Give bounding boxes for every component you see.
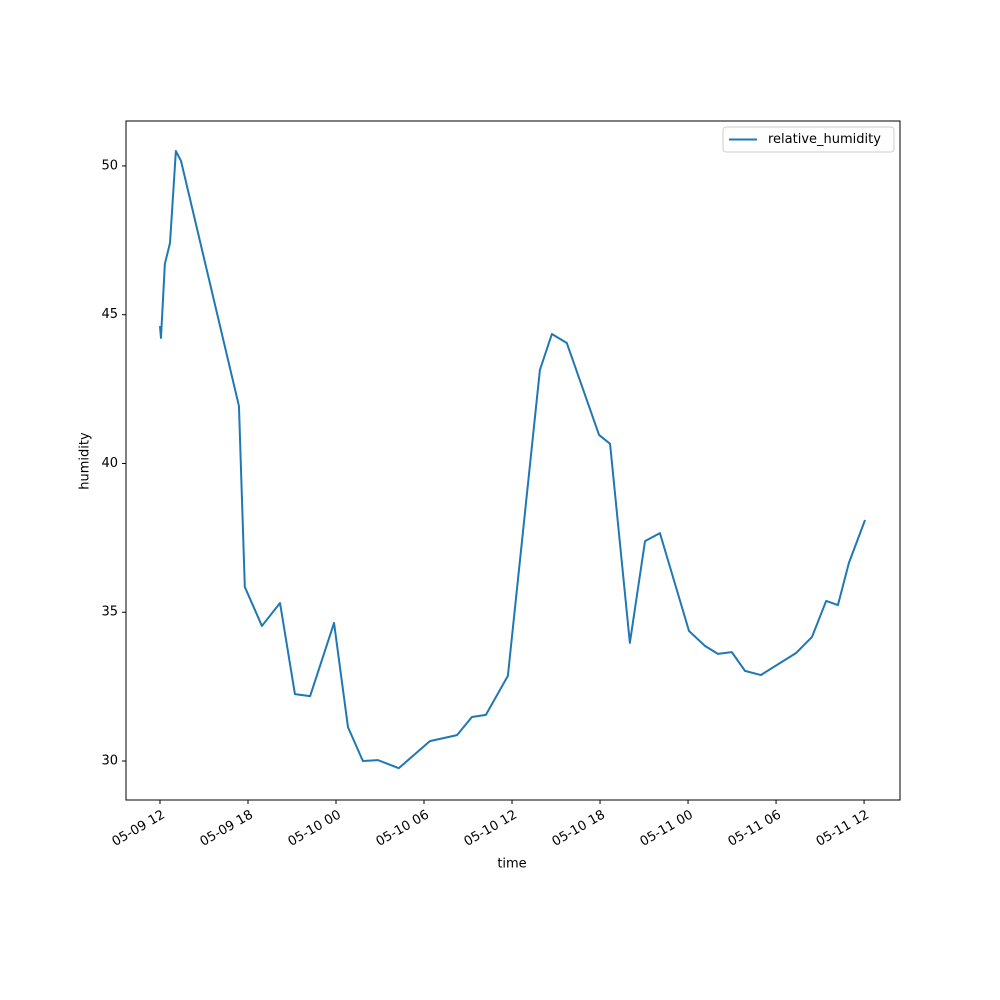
x-tick-label: 05-11 06 <box>726 808 784 850</box>
x-tick-label: 05-10 18 <box>550 808 608 850</box>
y-tick-label: 40 <box>101 456 118 471</box>
x-tick-label: 05-10 00 <box>286 808 344 850</box>
y-axis-label: humidity <box>78 432 93 490</box>
x-tick-label: 05-10 12 <box>462 808 520 850</box>
x-tick-label: 05-11 00 <box>638 808 696 850</box>
line <box>158 150 866 770</box>
y-tick-label: 30 <box>101 754 118 769</box>
plot-frame <box>125 120 901 801</box>
x-axis-label: time <box>497 857 526 872</box>
x-tick-label: 05-09 12 <box>110 808 168 850</box>
legend-box <box>722 126 895 153</box>
x-tick-label: 05-10 06 <box>374 808 432 850</box>
y-tick-label: 35 <box>101 605 118 620</box>
legend-label: relative_humidity <box>768 132 881 147</box>
y-tick-label: 50 <box>101 158 118 173</box>
x-tick-label: 05-11 12 <box>814 808 872 850</box>
x-tick-label: 05-09 18 <box>198 808 256 850</box>
y-tick-label: 45 <box>101 307 118 322</box>
